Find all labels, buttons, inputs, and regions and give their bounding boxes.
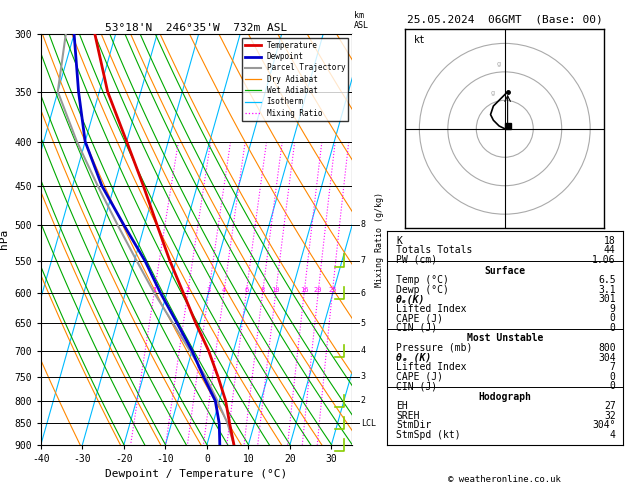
Text: 2: 2 <box>186 287 190 293</box>
Text: Dewp (°C): Dewp (°C) <box>396 284 449 295</box>
Text: g: g <box>496 61 501 67</box>
Text: CIN (J): CIN (J) <box>396 323 437 332</box>
Text: PW (cm): PW (cm) <box>396 255 437 264</box>
Text: CAPE (J): CAPE (J) <box>396 371 443 382</box>
Title: 53°18'N  246°35'W  732m ASL: 53°18'N 246°35'W 732m ASL <box>106 23 287 33</box>
Text: 5: 5 <box>361 318 365 328</box>
Text: 32: 32 <box>604 411 616 421</box>
Text: EH: EH <box>396 401 408 412</box>
Text: 0: 0 <box>610 323 616 332</box>
Text: 4: 4 <box>361 346 365 355</box>
Text: 20: 20 <box>314 287 322 293</box>
Text: 800: 800 <box>598 343 616 353</box>
Text: 4: 4 <box>610 430 616 440</box>
Text: θₑ (K): θₑ (K) <box>396 352 431 363</box>
Text: 304°: 304° <box>592 420 616 431</box>
Text: 304: 304 <box>598 352 616 363</box>
Text: Lifted Index: Lifted Index <box>396 304 467 313</box>
Text: StmDir: StmDir <box>396 420 431 431</box>
Text: CIN (J): CIN (J) <box>396 381 437 391</box>
Text: Most Unstable: Most Unstable <box>467 333 543 344</box>
Text: 3: 3 <box>361 372 365 381</box>
Text: 10: 10 <box>272 287 280 293</box>
Text: 16: 16 <box>300 287 308 293</box>
Text: Pressure (mb): Pressure (mb) <box>396 343 472 353</box>
Text: 0: 0 <box>610 313 616 323</box>
Text: 6: 6 <box>244 287 248 293</box>
Text: 18: 18 <box>604 236 616 245</box>
Text: © weatheronline.co.uk: © weatheronline.co.uk <box>448 474 561 484</box>
Text: 9: 9 <box>610 304 616 313</box>
Text: Surface: Surface <box>484 265 525 276</box>
Text: Totals Totals: Totals Totals <box>396 245 472 255</box>
Text: 25.05.2024  06GMT  (Base: 00): 25.05.2024 06GMT (Base: 00) <box>407 14 603 24</box>
Text: km
ASL: km ASL <box>353 11 369 30</box>
Text: θₑ(K): θₑ(K) <box>396 294 426 304</box>
Text: SREH: SREH <box>396 411 420 421</box>
Text: g: g <box>491 89 495 96</box>
Text: 25: 25 <box>328 287 337 293</box>
Text: Hodograph: Hodograph <box>478 392 532 402</box>
Text: 1: 1 <box>152 287 156 293</box>
Text: kt: kt <box>414 35 425 45</box>
Text: 27: 27 <box>604 401 616 412</box>
Text: K: K <box>396 236 402 245</box>
Legend: Temperature, Dewpoint, Parcel Trajectory, Dry Adiabat, Wet Adiabat, Isotherm, Mi: Temperature, Dewpoint, Parcel Trajectory… <box>242 38 348 121</box>
Y-axis label: hPa: hPa <box>0 229 9 249</box>
Text: 0: 0 <box>610 371 616 382</box>
Text: 4: 4 <box>221 287 226 293</box>
Text: 1.06: 1.06 <box>592 255 616 264</box>
Text: 6: 6 <box>361 289 365 297</box>
Text: 7: 7 <box>610 362 616 372</box>
Text: 6.5: 6.5 <box>598 275 616 285</box>
X-axis label: Dewpoint / Temperature (°C): Dewpoint / Temperature (°C) <box>106 469 287 479</box>
Text: 0: 0 <box>610 381 616 391</box>
Text: Mixing Ratio (g/kg): Mixing Ratio (g/kg) <box>375 192 384 287</box>
Text: LCL: LCL <box>361 419 376 428</box>
Text: 7: 7 <box>361 256 365 265</box>
Text: 301: 301 <box>598 294 616 304</box>
Text: StmSpd (kt): StmSpd (kt) <box>396 430 461 440</box>
Text: 2: 2 <box>361 396 365 405</box>
Text: 8: 8 <box>361 221 365 229</box>
Text: 8: 8 <box>260 287 265 293</box>
Text: CAPE (J): CAPE (J) <box>396 313 443 323</box>
Text: 3.1: 3.1 <box>598 284 616 295</box>
Text: Temp (°C): Temp (°C) <box>396 275 449 285</box>
Text: 3: 3 <box>206 287 211 293</box>
Text: Lifted Index: Lifted Index <box>396 362 467 372</box>
Text: 44: 44 <box>604 245 616 255</box>
